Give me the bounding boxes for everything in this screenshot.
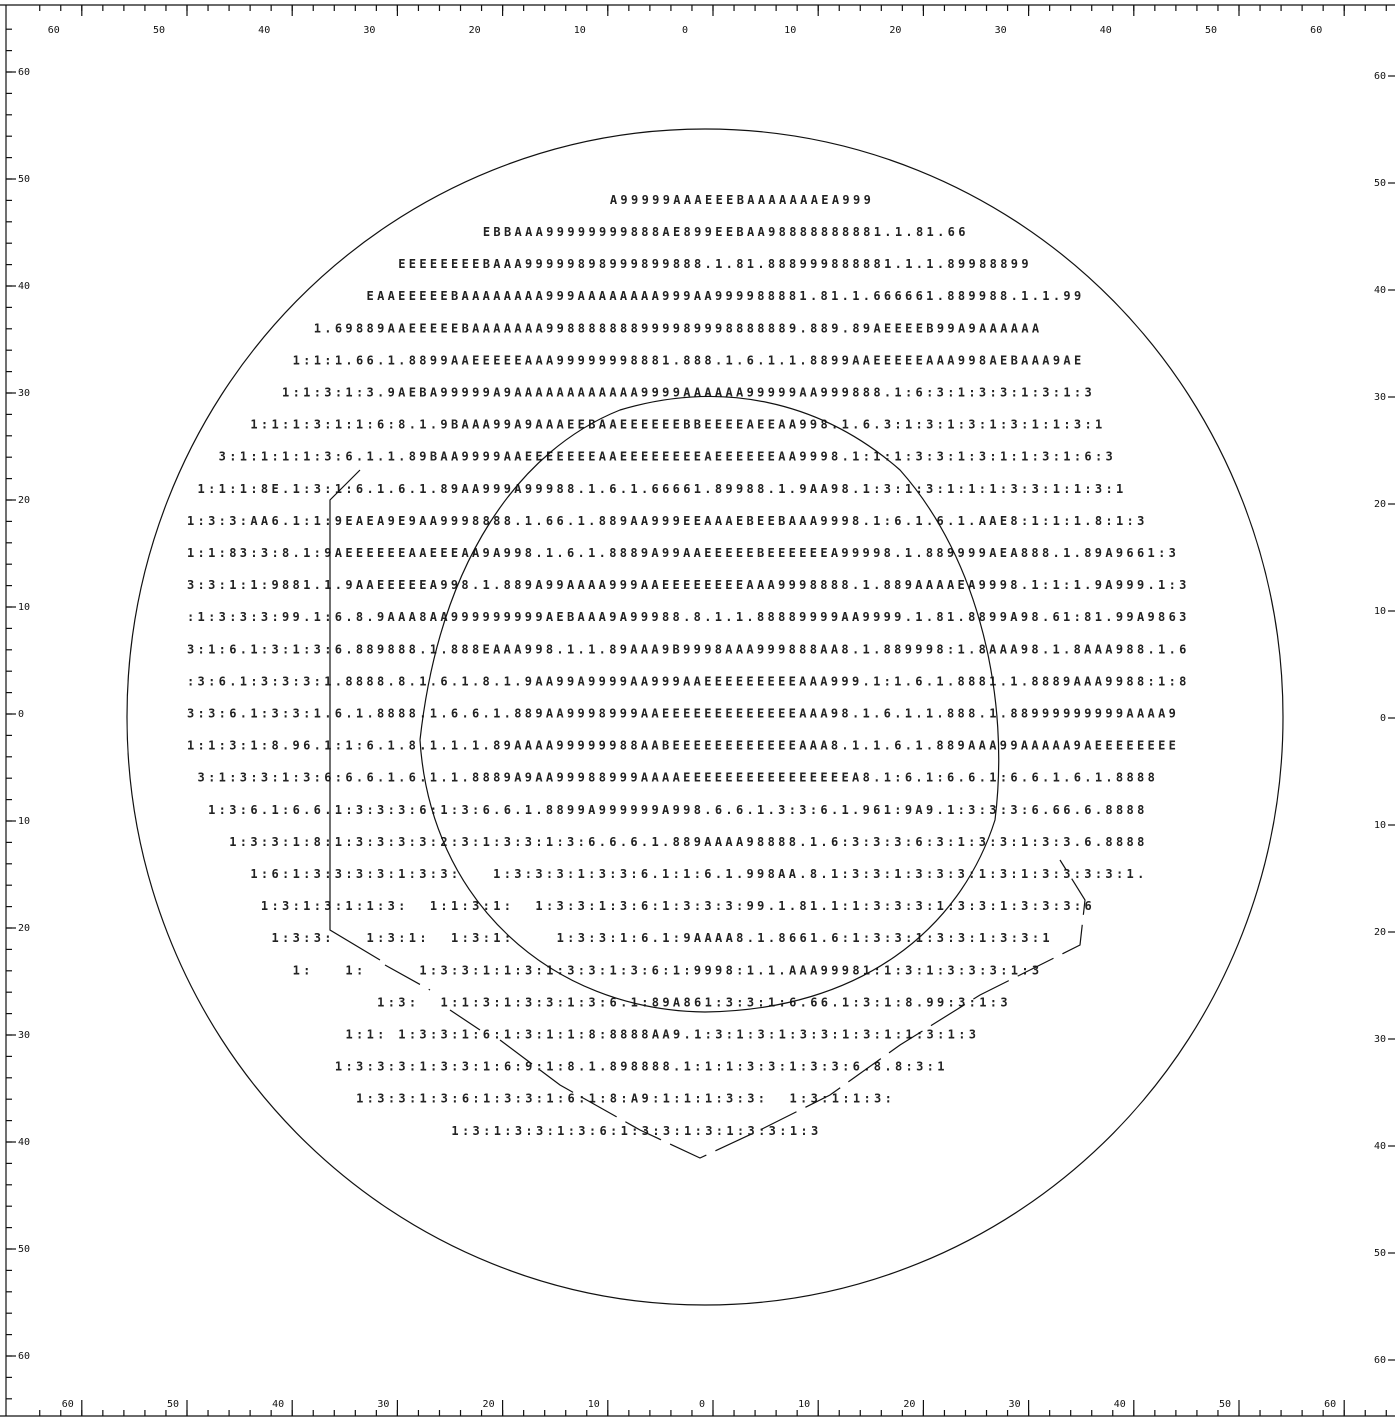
field-row: A99999AAAEEEBAAAAAAAEA999 [187,193,871,207]
overlay-lines [329,395,1086,1159]
field-row: 1:1:3:1:8.96.1:1:6.1.8.1.1.1.89AAAA99999… [187,739,1176,753]
field-row: 1:3:3: 1:3:1: 1:3:1: 1:3:3:1:6.1:9AAAA8.… [187,931,1050,945]
top-scale-label: 60 [1310,25,1322,36]
right-scale-label: 30 [1374,1034,1386,1045]
right-scale-label: 10 [1374,606,1386,617]
top-scale-label: 50 [153,25,165,36]
bottom-scale-label: 50 [1219,1399,1231,1410]
scales: 60 60 60 60 50 50 50 50 40 40 40 40 30 30 30 30 20 20 20 20… [6,5,1395,1416]
right-scale-label: 60 [1374,1355,1386,1366]
top-scale-label: 50 [1205,25,1217,36]
field-row: 1:1:1:8E.1:3:1:6.1.6.1.89AA999A99988.1.6… [187,482,1123,496]
bottom-scale-label: 50 [167,1399,179,1410]
dashed-contour [384,859,1086,1159]
field-row: :1:3:3:3:99.1:6.8.9AAA8AA999999999AEBAAA… [187,610,1186,624]
field-row: 1:3:3:3:1:3:3:1:6:9:1:8.1.898888.1:1:1:3… [187,1060,944,1074]
field-row: :3:6.1:3:3:3:1.8888.8.1.6.1.8.1.9AA99A99… [187,674,1186,688]
right-scale-label: 50 [1374,178,1386,189]
field-row: 1:3:6.1:6.6.1:3:3:3:6:1:3:6.6.1.8899A999… [187,803,1144,817]
field-row: EBBAAA99999999888AE899EEBAA98888888881.1… [187,225,965,239]
top-scale-label: 10 [574,25,586,36]
right-scale-label: 30 [1374,392,1386,403]
field-row: 1:3:3:AA6.1:1:9EAEA9E9AA9998888.1.66.1.8… [187,514,1144,528]
field-row: 1:3:3:1:3:6:1:3:3:1:6:1:8:A9:1:1:1:3:3: … [187,1092,892,1106]
top-scale-label: 20 [469,25,481,36]
field-row: 1:3:1:3:3:1:3:6:1:3:3:1:3:1:3:3:1:3 [187,1124,818,1138]
frame [0,4,1395,1417]
field-row: 1:3:1:3:1:1:3: 1:1:3:1: 1:3:3:1:3:6:1:3:… [187,899,1092,913]
top-scale-label: 10 [784,25,796,36]
field-row: 3:1:3:3:1:3:6:6.6.1.6.1.1.8889A9AA999889… [187,771,1155,785]
left-contour [329,469,381,961]
field-row: 1.69889AAEEEEEBAAAAAAA998888888999989998… [187,321,1040,335]
bottom-scale-label: 20 [903,1399,915,1410]
field-row: 1:3: 1:1:3:1:3:3:1:3:6.1:89A861:3:3:1:6.… [187,995,1008,1009]
top-scale-label: 30 [995,25,1007,36]
right-scale-label: 10 [1374,820,1386,831]
right-scale-label: 20 [1374,499,1386,510]
left-scale-label: 20 [18,495,30,506]
field-row: 1:1:1.66.1.8899AAEEEEEAAA99999998881.888… [187,353,1081,367]
left-scale-label: 40 [18,281,30,292]
bottom-scale-label: 0 [699,1399,705,1410]
character-field: A99999AAAEEEBAAAAAAAEA999 EBBAAA99999999… [187,193,1186,1138]
top-scale-label: 0 [682,25,688,36]
left-scale-label: 10 [18,816,30,827]
field-row: 1:1:83:3:8.1:9AEEEEEEAAEEEAA9A998.1.6.1.… [187,546,1176,560]
top-scale-label: 40 [1100,25,1112,36]
left-scale-label: 0 [18,709,24,720]
left-scale-label: 50 [18,174,30,185]
field-row: 3:1:6.1:3:1:3:6.889888.1.888EAAA998.1.1.… [187,642,1186,656]
field-row: EEEEEEEEBAAA99999898999899888.1.81.88899… [187,257,1029,271]
right-scale-label: 40 [1374,1141,1386,1152]
inner-contour [419,395,1000,1013]
field-row: 1:1: 1:3:3:1:6:1:3:1:1:8:8888AA9.1:3:1:3… [187,1028,976,1042]
top-scale-label: 40 [258,25,270,36]
left-scale-label: 50 [18,1244,30,1255]
bottom-scale-label: 30 [377,1399,389,1410]
field-row: 1:6:1:3:3:3:3:1:3:3: 1:3:3:3:1:3:3:6.1:1… [187,867,1144,881]
left-scale-label: 60 [18,1351,30,1362]
field-row: EAAEEEEEBAAAAAAAA999AAAAAAAA999AA9999888… [187,289,1081,303]
field-row: 1:1:1:3:1:1:6:8.1.9BAAA99A9AAAEEBAAEEEEE… [187,418,1102,432]
bottom-scale-label: 40 [272,1399,284,1410]
top-scale-label: 60 [48,25,60,36]
field-row: 1:1:3:1:3.9AEBA99999A9AAAAAAAAAAAA9999AA… [187,386,1092,400]
top-scale-label: 20 [889,25,901,36]
bottom-scale-label: 30 [1009,1399,1021,1410]
outer-circle [126,128,1284,1306]
field-row: 3:1:1:1:1:3:6.1.1.89BAA9999AAEEEEEEEAAEE… [187,450,1113,464]
left-scale-label: 40 [18,1137,30,1148]
bottom-scale-label: 60 [1324,1399,1336,1410]
left-scale-label: 10 [18,602,30,613]
left-scale-label: 60 [18,67,30,78]
right-scale-label: 40 [1374,285,1386,296]
left-scale-label: 30 [18,388,30,399]
bottom-scale-label: 10 [588,1399,600,1410]
left-scale-label: 30 [18,1030,30,1041]
bottom-scale-label: 60 [62,1399,74,1410]
left-scale-label: 20 [18,923,30,934]
right-scale-label: 0 [1380,713,1386,724]
right-scale-label: 20 [1374,927,1386,938]
bottom-scale-label: 40 [1114,1399,1126,1410]
right-scale-label: 50 [1374,1248,1386,1259]
field-row: 1:3:3:1:8:1:3:3:3:3:2:3:1:3:3:1:3:6.6.6.… [187,835,1144,849]
bottom-scale-label: 20 [483,1399,495,1410]
field-row: 3:3:1:1:9881.1.9AAEEEEEA998.1.889A99AAAA… [187,578,1186,592]
bottom-scale-label: 10 [798,1399,810,1410]
top-scale-label: 30 [363,25,375,36]
field-row: 3:3:6.1:3:3:1.6.1.8888.1.6.6.1.889AA9998… [187,707,1176,721]
field-row: 1: 1: 1:3:3:1:1:3:1:3:3:1:3:6:1:9998:1.1… [187,963,1039,977]
right-scale-label: 60 [1374,71,1386,82]
